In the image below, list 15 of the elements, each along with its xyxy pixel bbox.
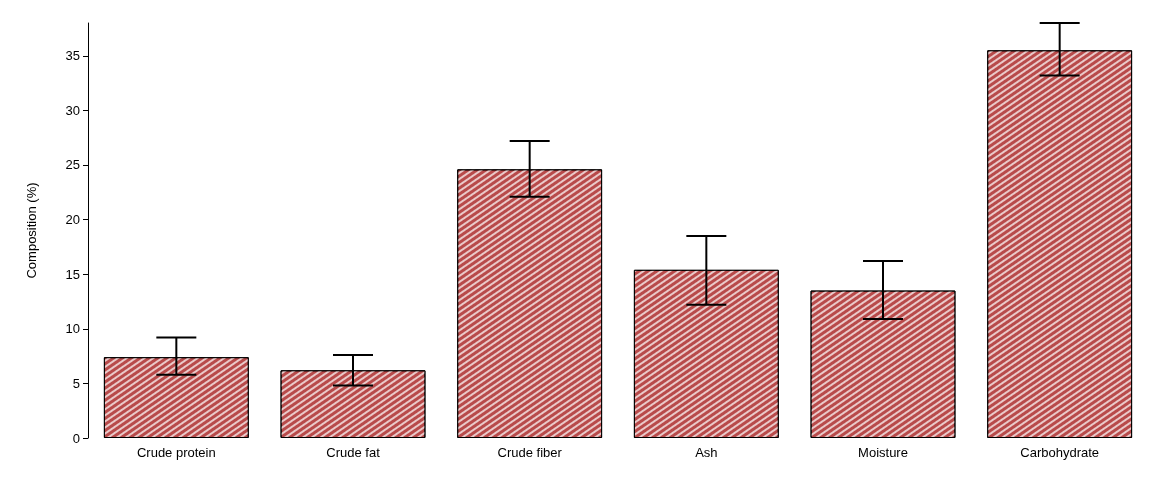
y-axis-title: Composition (%) [24,182,39,279]
x-tick-label: Crude fat [326,445,381,460]
x-tick-label: Crude fiber [497,445,563,460]
y-tick-label: 5 [72,375,80,391]
x-tick-label: Crude protein [136,445,216,460]
x-tick-label: Carbohydrate [1020,445,1100,460]
y-tick-label: 35 [65,48,80,64]
x-tick-label: Ash [695,445,718,460]
y-tick-label: 0 [72,430,80,446]
y-tick-label: 30 [65,102,80,118]
x-tick-label: Moisture [858,445,908,460]
y-tick-label: 15 [65,266,80,282]
y-tick-label: 25 [65,157,80,173]
y-tick-label: 20 [65,212,80,228]
y-tick-label: 10 [65,321,80,337]
